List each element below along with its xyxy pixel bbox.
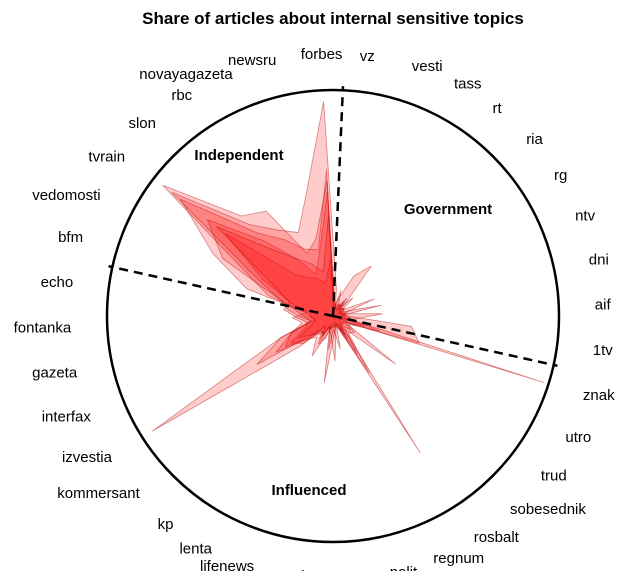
category-label-bfm: bfm	[58, 229, 83, 246]
category-label-vz: vz	[360, 48, 375, 65]
group-divider-1	[331, 86, 345, 317]
category-label-interfax: interfax	[42, 408, 92, 425]
group-label-influenced: Influenced	[271, 482, 346, 499]
chart-title: Share of articles about internal sensiti…	[142, 9, 524, 28]
group-label-government: Government	[404, 201, 492, 218]
series-polygon-4	[162, 180, 421, 454]
category-label-rt: rt	[493, 100, 503, 117]
category-label-vesti: vesti	[412, 58, 443, 75]
category-label-utro: utro	[565, 429, 591, 446]
radar-circle	[105, 88, 561, 544]
category-label-sobesednik: sobesednik	[510, 501, 586, 518]
category-label-lifenews: lifenews	[200, 558, 254, 571]
category-label-ng: ng	[336, 570, 353, 571]
group-dividers	[108, 86, 558, 368]
category-label-dni: dni	[589, 251, 609, 268]
group-divider-2	[332, 314, 558, 368]
series-polygon-5	[151, 101, 352, 432]
category-label-tvrain: tvrain	[88, 149, 125, 166]
category-label-trud: trud	[541, 468, 567, 485]
category-label-rg: rg	[554, 167, 567, 184]
category-label-rosbalt: rosbalt	[474, 529, 520, 546]
category-label-kp: kp	[158, 516, 174, 533]
category-label-newsru: newsru	[228, 52, 276, 69]
category-label-tass: tass	[454, 76, 482, 93]
category-label-polit: polit	[390, 564, 418, 571]
category-label-gazeta: gazeta	[32, 365, 78, 382]
category-label-forbes: forbes	[301, 46, 343, 63]
category-label-rbc: rbc	[171, 87, 192, 104]
group-divider-3	[108, 264, 334, 318]
category-label-ntv: ntv	[575, 208, 596, 225]
category-label-echo: echo	[41, 274, 74, 291]
category-label-vedomosti: vedomosti	[32, 187, 100, 204]
category-label-izvestia: izvestia	[62, 449, 113, 466]
series-polygon-6	[216, 214, 545, 383]
category-label-fontanka: fontanka	[14, 319, 72, 336]
category-label-ria: ria	[526, 131, 543, 148]
category-label-mk: mk	[289, 568, 309, 571]
category-label-znak: znak	[583, 387, 615, 404]
category-label-1tv: 1tv	[593, 342, 614, 359]
group-label-independent: Independent	[194, 147, 283, 164]
category-label-lenta: lenta	[179, 540, 212, 557]
category-label-kommersant: kommersant	[57, 485, 140, 502]
category-label-slon: slon	[128, 115, 156, 132]
category-label-novayagazeta: novayagazeta	[139, 66, 233, 83]
series-polygon-2	[206, 191, 397, 365]
category-label-aif: aif	[595, 297, 612, 314]
category-label-regnum: regnum	[433, 550, 484, 567]
